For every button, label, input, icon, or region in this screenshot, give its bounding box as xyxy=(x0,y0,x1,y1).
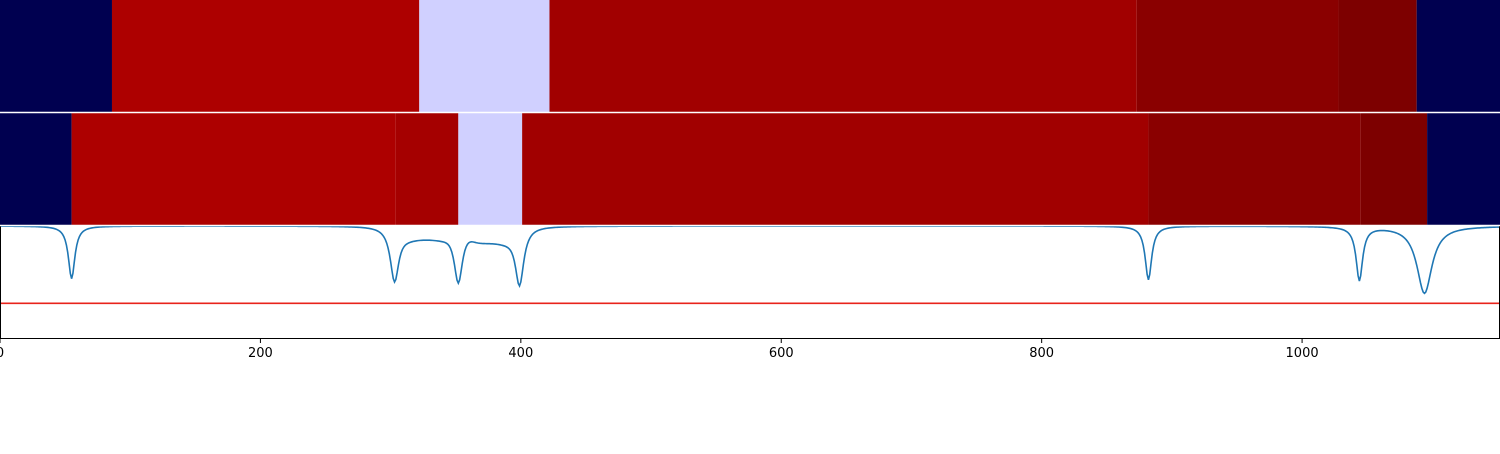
x-tick-label: 0 xyxy=(0,346,4,361)
heatmap-segment-1-6 xyxy=(1338,0,1417,112)
heatmap-segment-1-4 xyxy=(549,0,1137,112)
heatmap-segment-2-2 xyxy=(71,113,396,225)
heatmap-segment-2-1 xyxy=(0,113,72,225)
heatmap-segment-1-1 xyxy=(0,0,112,112)
x-tick-label: 1000 xyxy=(1286,346,1319,361)
heatmap-segment-2-8 xyxy=(1427,113,1500,225)
heatmap-segment-2-7 xyxy=(1360,113,1428,225)
heatmap-panel-middle xyxy=(0,113,1500,225)
heatmap-segment-1-7 xyxy=(1416,0,1500,112)
heatmap-segment-1-5 xyxy=(1136,0,1339,112)
x-tick-label: 800 xyxy=(1029,346,1054,361)
heatmap-segment-1-3 xyxy=(419,0,550,112)
x-axis: 0 200 400 600 800 1000 xyxy=(0,338,1500,361)
x-tick-label: 600 xyxy=(769,346,794,361)
line-panel xyxy=(0,225,1500,338)
heatmap-segment-2-3 xyxy=(395,113,459,225)
heatmap-segment-2-6 xyxy=(1148,113,1361,225)
x-tick-label: 200 xyxy=(248,346,273,361)
x-tick-label: 400 xyxy=(508,346,533,361)
heatmap-segment-1-2 xyxy=(111,0,420,112)
signal-line xyxy=(0,225,1500,295)
heatmap-segment-2-5 xyxy=(522,113,1149,225)
heatmap-panel-top xyxy=(0,0,1500,112)
heatmap-segment-2-4 xyxy=(458,113,523,225)
